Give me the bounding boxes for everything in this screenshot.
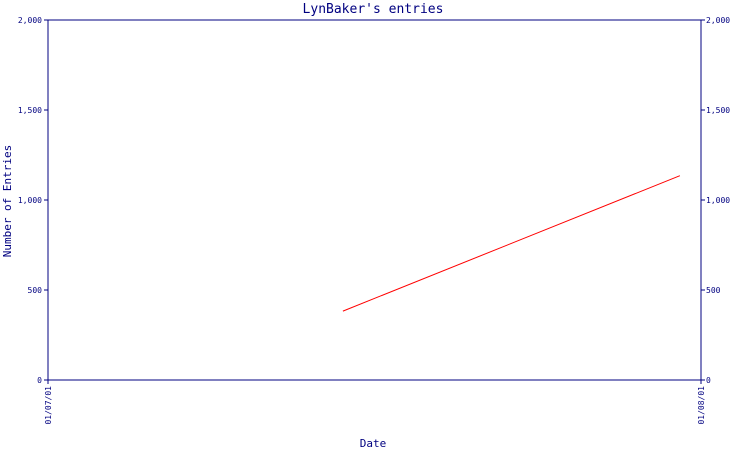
- y-tick-label-right: 1,000: [706, 196, 730, 205]
- y-axis-label: Number of Entries: [1, 145, 14, 258]
- plot-area: [47, 19, 702, 381]
- x-tick-label: 01/07/01: [44, 386, 53, 425]
- x-axis-label: Date: [360, 437, 387, 450]
- y-tick-label-right: 0: [706, 376, 711, 385]
- series-line: [342, 175, 681, 312]
- y-ticks-left: 0 500 1,000 1,500 2,000: [18, 16, 48, 385]
- y-tick-label-left: 2,000: [18, 16, 42, 25]
- y-tick-label-right: 500: [706, 286, 721, 295]
- y-tick-label-right: 2,000: [706, 16, 730, 25]
- x-ticks: 01/07/01 01/08/01: [44, 380, 706, 425]
- chart-title: LynBaker's entries: [303, 2, 444, 17]
- y-tick-label-left: 500: [28, 286, 43, 295]
- x-tick-label: 01/08/01: [697, 386, 706, 425]
- y-tick-label-left: 1,000: [18, 196, 42, 205]
- y-tick-label-left: 0: [37, 376, 42, 385]
- y-tick-label-left: 1,500: [18, 106, 42, 115]
- y-ticks-right: 0 500 1,000 1,500 2,000: [701, 16, 730, 385]
- series-layer: [342, 175, 681, 312]
- y-tick-label-right: 1,500: [706, 106, 730, 115]
